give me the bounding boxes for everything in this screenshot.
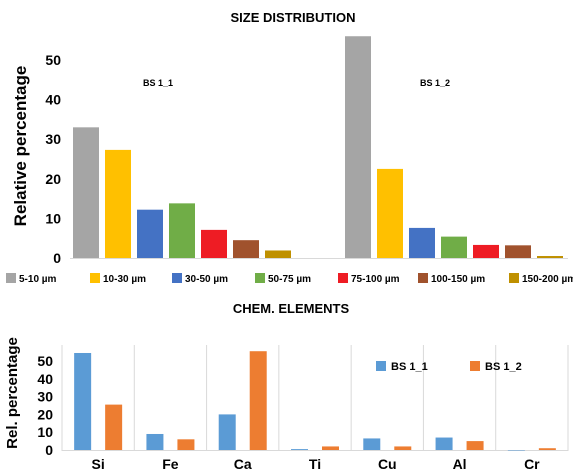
chart2-category-label: Ca — [234, 456, 252, 472]
chart1-bar — [265, 250, 291, 258]
chart1-y-tick: 30 — [45, 131, 61, 147]
chart2-bar — [291, 449, 308, 450]
size-distribution-chart: SIZE DISTRIBUTION Relative percentage BS… — [6, 10, 573, 285]
chart2-category-label: Si — [92, 456, 105, 472]
chart1-legend-swatch — [509, 273, 519, 283]
chart1-bar — [505, 245, 531, 258]
chart2-bar — [146, 433, 164, 450]
chart1-bar — [441, 236, 467, 258]
chart1-legend-label: 75-100 µm — [351, 274, 400, 285]
chart2-y-tick: 0 — [45, 442, 53, 458]
chart1-legend-swatch — [172, 273, 182, 283]
chart2-bar — [74, 352, 92, 450]
chart2-bar — [466, 441, 484, 450]
chart2-category-label: Cu — [378, 456, 397, 472]
chart1-ylabel: Relative percentage — [11, 66, 30, 227]
chart1-y-tick: 10 — [45, 210, 61, 226]
chart1-bar — [137, 209, 163, 258]
chart2-bar — [394, 446, 412, 450]
chart1-y-tick: 20 — [45, 171, 61, 187]
chart1-bar — [537, 256, 563, 258]
chart2-bar — [538, 448, 556, 450]
chart2-legend-swatch — [376, 361, 386, 371]
chart2-legend-swatch — [470, 361, 480, 371]
chart1-y-ticks: 0 10 20 30 40 50 — [45, 52, 61, 266]
chart1-legend-label: 100-150 µm — [431, 274, 485, 285]
chart1-legend-label: 30-50 µm — [185, 274, 228, 285]
chart1-bar — [377, 168, 403, 258]
chart2-category-label: Al — [453, 456, 467, 472]
chart1-legend-swatch — [255, 273, 265, 283]
chart1-bars — [73, 36, 563, 258]
chart2-category-labels: Si Fe Ca Ti Cu Al Cr — [92, 456, 541, 472]
chart2-bar — [105, 404, 123, 450]
chart1-legend-swatch — [418, 273, 428, 283]
chart1-legend-label: 5-10 µm — [19, 274, 57, 285]
chart2-separators — [61, 345, 569, 451]
chart2-category-label: Cr — [524, 456, 540, 472]
chart2-legend: BS 1_1 BS 1_2 — [376, 361, 522, 373]
chart1-bar — [73, 127, 99, 258]
chart2-ylabel: Rel. percentage — [4, 337, 21, 449]
chart1-group-label-2: BS 1_2 — [420, 78, 450, 88]
chart1-title: SIZE DISTRIBUTION — [231, 10, 356, 25]
chart1-legend-swatch — [90, 273, 100, 283]
chart1-legend-label: 150-200 µm — [522, 274, 573, 285]
chart2-y-tick: 20 — [37, 406, 53, 422]
chart1-y-tick: 50 — [45, 52, 61, 68]
chart2-bar — [435, 437, 453, 450]
chart1-bar — [169, 203, 195, 258]
chart2-legend-label: BS 1_1 — [391, 361, 428, 373]
chart1-y-tick: 0 — [53, 250, 61, 266]
chart2-bar — [249, 351, 267, 450]
chart2-title: CHEM. ELEMENTS — [233, 301, 350, 316]
chart1-bar — [105, 149, 131, 258]
chart1-legend-label: 10-30 µm — [103, 274, 146, 285]
chart1-legend: 5-10 µm 10-30 µm 30-50 µm 50-75 µm 75-100 µm… — [6, 273, 573, 285]
chart2-bar — [177, 439, 195, 450]
chart1-legend-label: 50-75 µm — [268, 274, 311, 285]
chart1-legend-swatch — [6, 273, 16, 283]
chart2-y-tick: 10 — [37, 424, 53, 440]
chart1-bar — [345, 36, 371, 258]
chart1-bar — [473, 244, 499, 258]
chart2-bars — [74, 351, 556, 451]
chart2-category-label: Fe — [162, 456, 179, 472]
chart2-y-tick: 30 — [37, 389, 53, 405]
chart2-y-tick: 40 — [37, 371, 53, 387]
chart1-y-tick: 40 — [45, 92, 61, 108]
chart2-bar — [218, 414, 236, 450]
chart1-bar — [233, 240, 259, 258]
chart2-bar — [322, 446, 339, 450]
chart1-bar — [409, 227, 435, 258]
chart2-y-tick: 50 — [37, 353, 53, 369]
chart1-group-label-1: BS 1_1 — [143, 78, 173, 88]
chart2-legend-label: BS 1_2 — [485, 361, 522, 373]
chart1-legend-swatch — [338, 273, 348, 283]
chart1-bar — [201, 229, 227, 258]
chart2-bar — [363, 438, 381, 450]
chart2-category-label: Ti — [309, 456, 321, 472]
chart2-bar — [507, 450, 525, 451]
